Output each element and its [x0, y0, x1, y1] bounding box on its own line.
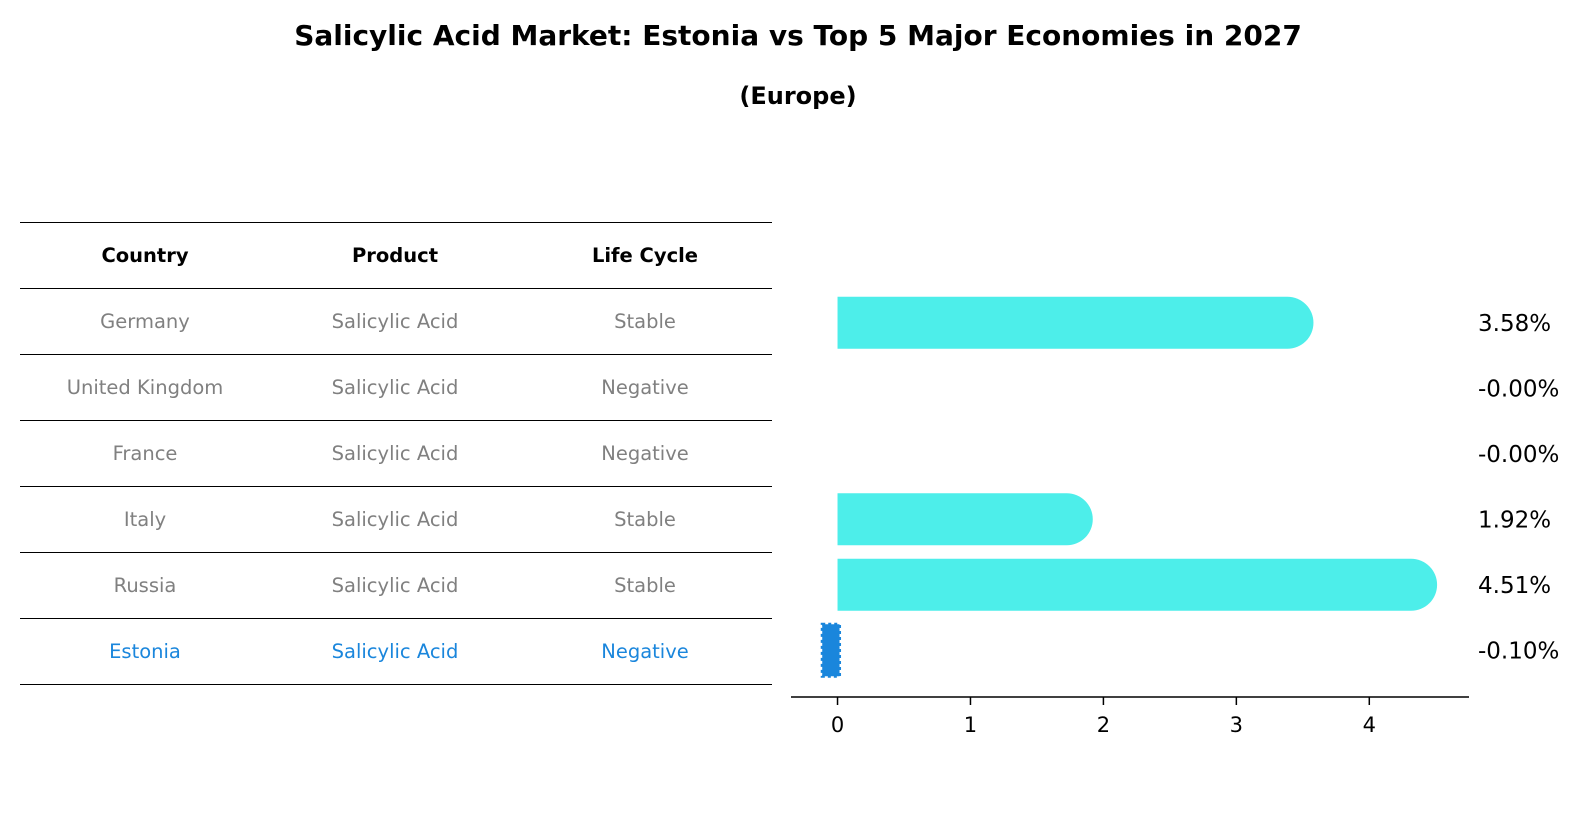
cell-life-cycle: Negative: [601, 442, 689, 465]
bar-italy: [837, 493, 1093, 546]
value-label-germany: 3.58%: [1478, 311, 1551, 337]
x-tick-label-4: 4: [1363, 713, 1376, 737]
cell-country: Germany: [100, 310, 190, 333]
x-tick-label-3: 3: [1230, 713, 1243, 737]
table-row-estonia: Estonia Salicylic Acid Negative: [20, 619, 772, 685]
table-row-italy: Italy Salicylic Acid Stable: [20, 487, 772, 553]
value-label-italy: 1.92%: [1478, 507, 1551, 533]
bar-germany: [837, 296, 1314, 349]
value-label-estonia: -0.10%: [1478, 638, 1559, 664]
table-header-row: Country Product Life Cycle: [20, 223, 772, 289]
value-label-russia: 4.51%: [1478, 573, 1551, 599]
cell-product: Salicylic Acid: [331, 640, 459, 663]
cell-life-cycle: Stable: [614, 574, 676, 597]
cell-country: Russia: [113, 574, 177, 597]
bar-estonia: [820, 622, 842, 678]
table-row-united-kingdom: United Kingdom Salicylic Acid Negative: [20, 355, 772, 421]
value-label-france: -0.00%: [1478, 442, 1559, 468]
chart-subtitle: (Europe): [739, 82, 857, 110]
x-tick-label-1: 1: [964, 713, 977, 737]
header-life-cycle: Life Cycle: [591, 244, 699, 267]
cell-product: Salicylic Acid: [331, 442, 459, 465]
cell-product: Salicylic Acid: [331, 376, 459, 399]
cell-life-cycle: Negative: [601, 640, 689, 663]
cell-country: Estonia: [109, 640, 181, 663]
life-cycle-table: Country Product Life Cycle Germany Salic…: [20, 222, 772, 685]
cell-life-cycle: Stable: [614, 508, 676, 531]
header-country: Country: [101, 244, 189, 267]
x-tick-label-2: 2: [1097, 713, 1110, 737]
cell-product: Salicylic Acid: [331, 508, 459, 531]
cell-country: Italy: [123, 508, 167, 531]
value-label-united-kingdom: -0.00%: [1478, 376, 1559, 402]
cell-country: France: [112, 442, 178, 465]
header-product: Product: [351, 244, 439, 267]
table-row-france: France Salicylic Acid Negative: [20, 421, 772, 487]
cell-product: Salicylic Acid: [331, 574, 459, 597]
bar-russia: [837, 558, 1438, 611]
cell-country: United Kingdom: [66, 376, 224, 399]
cell-life-cycle: Stable: [614, 310, 676, 333]
x-tick-label-0: 0: [831, 713, 844, 737]
table-row-russia: Russia Salicylic Acid Stable: [20, 553, 772, 619]
chart-title: Salicylic Acid Market: Estonia vs Top 5 …: [294, 19, 1302, 52]
cell-product: Salicylic Acid: [331, 310, 459, 333]
cell-life-cycle: Negative: [601, 376, 689, 399]
table-row-germany: Germany Salicylic Acid Stable: [20, 289, 772, 355]
